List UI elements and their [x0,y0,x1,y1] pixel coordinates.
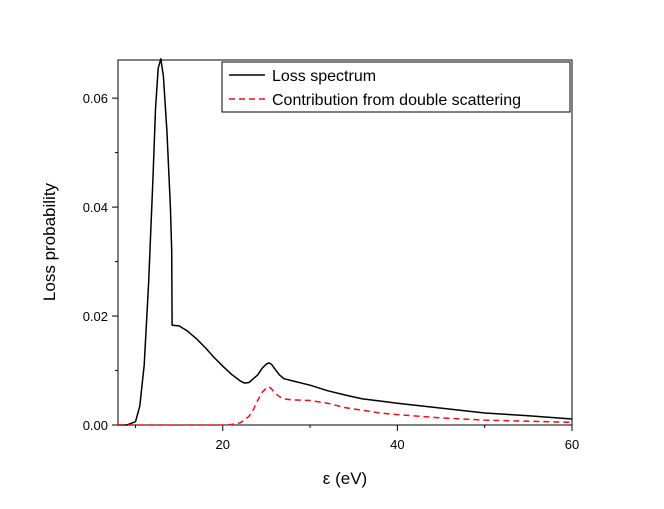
y-axis: 0.00 0.02 0.04 0.06 [83,91,118,433]
x-tick-label-60: 60 [565,437,579,452]
legend-label-double-scattering: Contribution from double scattering [272,92,521,109]
x-tick-label-20: 20 [216,437,230,452]
series-line-loss-spectrum [118,58,573,426]
plot-frame [117,59,573,426]
legend: Loss spectrum Contribution from double s… [221,61,571,113]
y-axis-title: Loss probability [40,182,59,301]
y-tick-label-2: 0.04 [83,200,108,215]
y-tick-label-3: 0.06 [83,91,108,106]
x-axis-title: ε (eV) [323,469,367,488]
x-axis: 20 40 60 [134,425,579,452]
x-tick-label-40: 40 [390,437,404,452]
series-layer [118,58,573,426]
legend-box [221,61,571,113]
series-line-contribution-from-double-scattering [118,386,573,426]
legend-label-loss-spectrum: Loss spectrum [272,68,376,85]
y-tick-label-1: 0.02 [83,309,108,324]
y-tick-label-0: 0.00 [83,418,108,433]
